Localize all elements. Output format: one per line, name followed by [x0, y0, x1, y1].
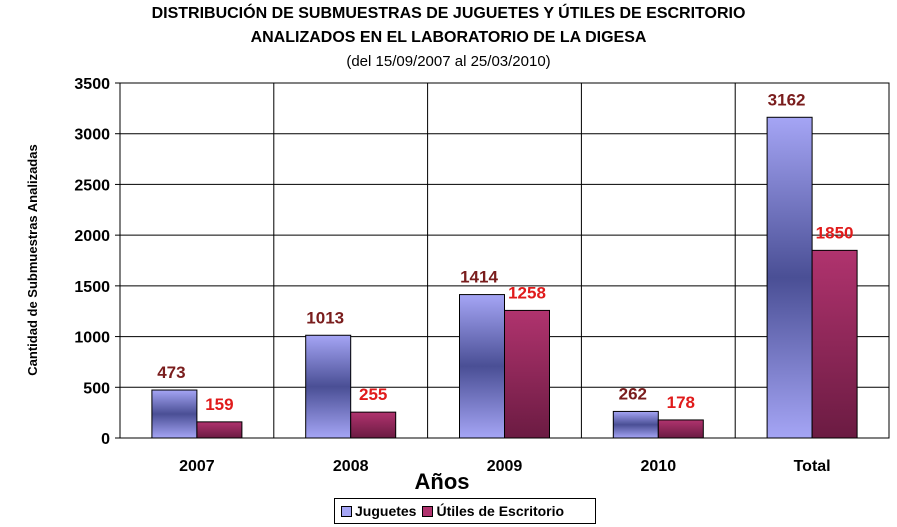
y-tick-label: 1000 [74, 330, 110, 347]
y-tick-label: 1500 [74, 279, 110, 296]
x-tick-label: Total [794, 458, 831, 475]
x-tick-label: 2010 [641, 458, 677, 475]
data-label-utiles: 1258 [508, 283, 546, 302]
data-label-utiles: 1850 [816, 223, 854, 242]
x-tick-label: 2008 [333, 458, 369, 475]
chart-subtitle: (del 15/09/2007 al 25/03/2010) [346, 53, 551, 70]
bar-juguetes [305, 334, 352, 439]
bars [151, 116, 858, 439]
data-label-juguetes: 3162 [768, 90, 806, 109]
bar-juguetes [151, 389, 198, 439]
bar-utiles [504, 309, 550, 439]
data-labels: 473 1013 1414 262 3162 159 255 1258 178 1850 [157, 90, 853, 414]
axis-ticks: 0 500 1000 1500 2000 2500 3000 3500 2007 2008 2009… [74, 76, 830, 475]
y-tick-label: 3000 [74, 127, 110, 144]
legend-item-juguetes: Juguetes [341, 503, 416, 519]
legend-label-utiles: Útiles de Escritorio [436, 503, 565, 519]
bar-juguetes [612, 410, 659, 439]
data-label-juguetes: 1414 [460, 268, 498, 287]
y-tick-label: 2500 [74, 177, 110, 194]
data-label-utiles: 255 [359, 385, 387, 404]
data-label-juguetes: 262 [619, 384, 647, 403]
legend: Juguetes Útiles de Escritorio [334, 498, 596, 524]
x-axis-label: Años [415, 469, 470, 494]
bar-utiles [196, 421, 243, 439]
y-tick-label: 2000 [74, 228, 110, 245]
x-tick-label: 2007 [179, 458, 215, 475]
bar-utiles [811, 249, 858, 439]
legend-swatch-utiles [422, 505, 434, 517]
legend-label-juguetes: Juguetes [355, 503, 417, 519]
data-label-utiles: 159 [205, 395, 233, 414]
data-label-juguetes: 473 [157, 363, 185, 382]
data-label-utiles: 178 [667, 393, 695, 412]
gridlines [119, 82, 890, 439]
y-tick-label: 500 [83, 380, 110, 397]
bar-utiles [657, 419, 704, 439]
legend-swatch-juguetes [341, 505, 352, 517]
legend-item-utiles: Útiles de Escritorio [422, 503, 564, 519]
chart-title-line1: DISTRIBUCIÓN DE SUBMUESTRAS DE JUGUETES … [151, 5, 746, 22]
bar-juguetes [766, 116, 813, 439]
y-axis-label: Cantidad de Submuestras Analizadas [25, 144, 40, 375]
data-label-juguetes: 1013 [306, 308, 344, 327]
chart-title-line2: ANALIZADOS EN EL LABORATORIO DE LA DIGES… [250, 29, 647, 46]
y-tick-label: 0 [101, 431, 110, 448]
y-tick-label: 3500 [74, 76, 110, 93]
bar-juguetes [459, 294, 505, 439]
bar-utiles [350, 411, 397, 439]
x-tick-label: 2009 [487, 458, 523, 475]
